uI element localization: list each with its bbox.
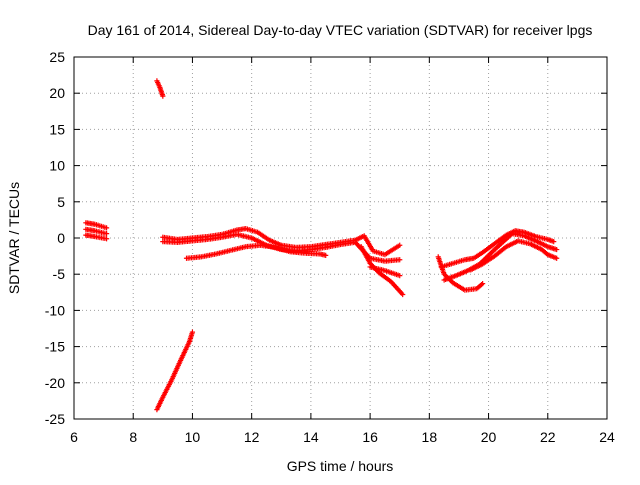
chart-title: Day 161 of 2014, Sidereal Day-to-day VTE… bbox=[88, 22, 593, 38]
data-point bbox=[189, 329, 196, 335]
data-point bbox=[103, 236, 110, 242]
plot-frame bbox=[73, 56, 608, 420]
x-tick-label: 16 bbox=[362, 429, 378, 445]
x-tick-label: 8 bbox=[129, 429, 137, 445]
data-point bbox=[397, 273, 403, 279]
y-tick-label: 5 bbox=[57, 194, 65, 210]
y-tick-label: -15 bbox=[45, 339, 65, 355]
data-points bbox=[83, 78, 560, 413]
y-axis-label: SDTVAR / TECUs bbox=[6, 182, 22, 294]
data-point bbox=[103, 225, 110, 231]
y-tick-label: 20 bbox=[49, 85, 65, 101]
y-tick-label: -25 bbox=[45, 411, 65, 427]
x-tick-label: 12 bbox=[244, 429, 260, 445]
data-point bbox=[103, 231, 110, 237]
x-tick-label: 10 bbox=[185, 429, 201, 445]
axis-ticks bbox=[73, 56, 608, 420]
x-tick-label: 24 bbox=[599, 429, 615, 445]
data-point bbox=[554, 255, 560, 261]
x-tick-label: 6 bbox=[70, 429, 78, 445]
data-point bbox=[400, 291, 406, 298]
data-point bbox=[397, 257, 403, 263]
x-tick-label: 18 bbox=[422, 429, 438, 445]
data-point bbox=[397, 242, 403, 248]
y-tick-label: -10 bbox=[45, 302, 65, 318]
data-point bbox=[323, 252, 329, 258]
tick-labels: 6 8 10 12 14 16 18 20 22 24 -25 -20 -15 -10 -5 0 5 10 15 20… bbox=[45, 49, 615, 445]
data-point bbox=[480, 281, 486, 287]
y-tick-label: 25 bbox=[49, 49, 65, 65]
y-tick-label: -5 bbox=[53, 266, 66, 282]
y-tick-label: 0 bbox=[57, 230, 65, 246]
data-point bbox=[160, 93, 166, 99]
data-point bbox=[554, 246, 560, 253]
y-tick-label: 15 bbox=[49, 121, 65, 137]
data-point bbox=[551, 239, 557, 245]
y-tick-label: -20 bbox=[45, 375, 65, 391]
y-tick-label: 10 bbox=[49, 158, 65, 174]
x-tick-label: 20 bbox=[481, 429, 497, 445]
x-tick-label: 14 bbox=[303, 429, 319, 445]
x-axis-label: GPS time / hours bbox=[287, 458, 394, 474]
x-tick-label: 22 bbox=[540, 429, 556, 445]
